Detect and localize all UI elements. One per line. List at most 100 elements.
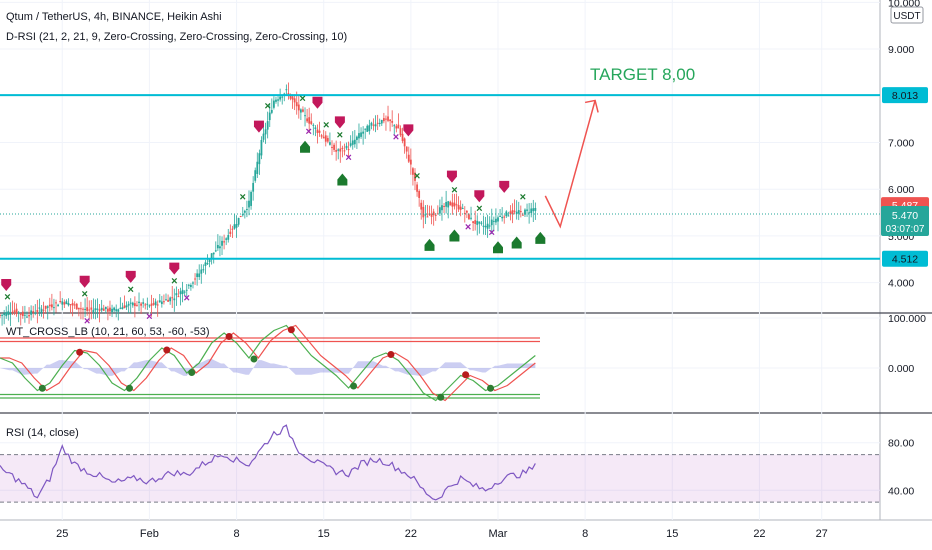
wt-tick-label: 100.000 — [888, 313, 926, 325]
candle-body — [200, 269, 203, 274]
candle-body — [237, 217, 240, 225]
candle-body — [169, 297, 172, 302]
candle-body — [121, 307, 124, 310]
candle-body — [160, 301, 163, 305]
candle-body — [63, 302, 66, 305]
candle-body — [71, 303, 74, 306]
candle-body — [380, 120, 383, 124]
candle-body — [368, 125, 371, 132]
candle-body — [318, 130, 321, 133]
candle-body — [486, 223, 489, 229]
candle-body — [407, 154, 410, 162]
level-label-bg — [882, 250, 928, 267]
candle-body — [202, 269, 205, 271]
candle-body — [73, 304, 76, 306]
candle-body — [190, 284, 192, 287]
sell-signal-marker — [312, 96, 323, 109]
candle-body — [441, 205, 443, 211]
cross-marker: × — [128, 284, 134, 296]
symbol-title[interactable]: Qtum / TetherUS, 4h, BINANCE, Heikin Ash… — [6, 11, 222, 23]
candle-body — [156, 304, 159, 306]
candle-body — [28, 315, 30, 317]
candle-body — [472, 221, 474, 224]
cross-marker: × — [81, 289, 87, 301]
candle-body — [399, 128, 402, 136]
candle-body — [1, 314, 3, 316]
target-annotation[interactable]: TARGET 8,00 — [590, 65, 695, 84]
currency-badge-box[interactable] — [890, 6, 924, 24]
candle-body — [291, 96, 294, 100]
rsi-panel-title[interactable]: RSI (14, close) — [6, 427, 79, 439]
rsi-panel — [0, 424, 880, 503]
x-tick-label: 15 — [666, 528, 678, 540]
indicator-legend[interactable]: D-RSI (21, 2, 21, 9, Zero-Crossing, Zero… — [6, 31, 347, 43]
candle-body — [219, 246, 221, 249]
level-label-bg — [882, 87, 928, 104]
cross-marker: × — [84, 316, 90, 328]
candle-body — [133, 303, 136, 307]
candle-body — [142, 302, 145, 304]
rsi-tick-label: 80.00 — [888, 438, 914, 450]
cross-marker: × — [184, 292, 190, 304]
candle-body — [227, 235, 230, 240]
candle-body — [94, 308, 97, 311]
candle-body — [366, 125, 369, 132]
candle-body — [387, 116, 389, 121]
cross-marker: × — [345, 152, 351, 164]
last-close-bg — [881, 205, 929, 236]
candle-body — [177, 296, 180, 298]
candle-body — [356, 136, 358, 140]
candle-body — [299, 109, 302, 113]
cross-marker: × — [414, 171, 420, 183]
candle-body — [266, 121, 269, 130]
candle-body — [233, 224, 236, 229]
sell-signal-marker — [125, 270, 136, 283]
candle-body — [140, 303, 142, 306]
candle-body — [50, 304, 53, 308]
level-label: 4.512 — [892, 254, 918, 266]
cross-marker: × — [489, 227, 495, 239]
candle-body — [86, 307, 89, 311]
candle-body — [283, 93, 286, 95]
candle-body — [17, 312, 20, 314]
candle-body — [221, 240, 223, 246]
candle-body — [109, 307, 111, 312]
candle-body — [102, 308, 105, 311]
candle-body — [345, 145, 348, 149]
candle-body — [534, 207, 537, 211]
x-tick-label: Feb — [140, 528, 159, 540]
candle-body — [293, 98, 296, 103]
cross-marker: × — [299, 93, 305, 105]
sell-signal-marker — [169, 262, 180, 275]
candle-body — [117, 309, 120, 312]
candle-body — [526, 209, 528, 211]
wt-panel-title[interactable]: WT_CROSS_LB (10, 21, 60, 53, -60, -53) — [6, 326, 210, 338]
candle-body — [509, 211, 512, 215]
candle-body — [449, 201, 452, 206]
candle-body — [532, 208, 535, 212]
candle-body — [405, 146, 408, 152]
candle-body — [231, 228, 234, 230]
axes: 25Feb81522Mar815222710.0009.0008.0007.00… — [56, 0, 929, 540]
x-tick-label: 22 — [405, 528, 417, 540]
candle-body — [465, 210, 468, 213]
candle-body — [455, 204, 458, 206]
candle-body — [246, 208, 248, 210]
candle-body — [252, 182, 255, 192]
candle-body — [279, 96, 282, 100]
candle-body — [152, 303, 155, 305]
candle-body — [24, 314, 26, 316]
candle-body — [235, 223, 238, 228]
cross-marker: × — [451, 185, 457, 197]
candle-body — [26, 316, 28, 318]
candle-body — [61, 301, 64, 305]
buy-signal-marker — [535, 231, 546, 244]
candle-body — [44, 305, 47, 309]
candle-body — [42, 309, 45, 311]
candle-body — [7, 311, 10, 315]
candle-body — [337, 149, 340, 151]
candle-body — [196, 273, 199, 277]
candle-body — [187, 284, 190, 286]
